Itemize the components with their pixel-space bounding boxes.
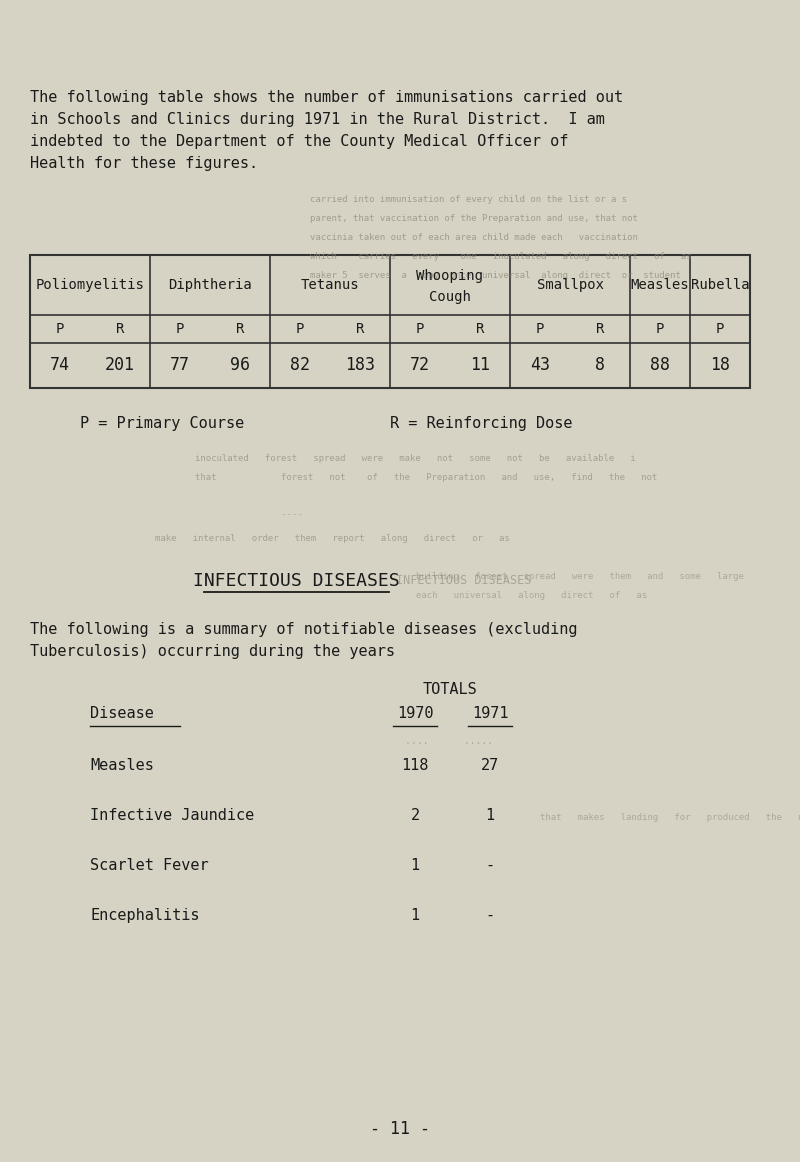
Text: Measles: Measles <box>630 278 690 292</box>
Text: 1: 1 <box>410 908 419 923</box>
Text: Rubella: Rubella <box>690 278 750 292</box>
Text: Encephalitis: Encephalitis <box>90 908 199 923</box>
Text: which    carries   every    one   inoculated   along   direct   of   as: which carries every one inoculated along… <box>310 252 692 261</box>
Text: Cough: Cough <box>429 290 471 304</box>
Text: parent, that vaccination of the Preparation and use, that not: parent, that vaccination of the Preparat… <box>310 214 638 223</box>
Text: maker 5  serves  a  copy  once  universal  along  direct  or  student: maker 5 serves a copy once universal alo… <box>310 271 681 280</box>
Text: 118: 118 <box>402 758 429 773</box>
Text: carried into immunisation of every child on the list or a s: carried into immunisation of every child… <box>310 195 627 205</box>
Text: P: P <box>416 322 424 336</box>
Text: 1: 1 <box>410 858 419 873</box>
Text: - 11 -: - 11 - <box>370 1120 430 1138</box>
Text: P: P <box>296 322 304 336</box>
Text: 74: 74 <box>50 357 70 374</box>
Text: R: R <box>476 322 484 336</box>
Text: R: R <box>356 322 364 336</box>
Text: 43: 43 <box>530 357 550 374</box>
Text: ....      .....: .... ..... <box>405 736 493 746</box>
Text: that            forest   not    of   the   Preparation   and   use,   find   the: that forest not of the Preparation and u… <box>195 473 658 482</box>
Text: Poliomyelitis: Poliomyelitis <box>35 278 145 292</box>
Text: 201: 201 <box>105 357 135 374</box>
Text: -: - <box>486 858 494 873</box>
Text: -: - <box>486 908 494 923</box>
Text: 11: 11 <box>470 357 490 374</box>
Text: R: R <box>596 322 604 336</box>
Text: indebted to the Department of the County Medical Officer of: indebted to the Department of the County… <box>30 134 568 149</box>
Text: ----: ---- <box>280 509 303 519</box>
Text: 1: 1 <box>486 808 494 823</box>
Text: 8: 8 <box>595 357 605 374</box>
Text: INFECTIOUS DISEASES: INFECTIOUS DISEASES <box>396 574 531 587</box>
Text: R = Reinforcing Dose: R = Reinforcing Dose <box>390 416 573 431</box>
Text: Disease: Disease <box>90 706 154 720</box>
Text: P = Primary Course: P = Primary Course <box>80 416 244 431</box>
Text: make   internal   order   them   report   along   direct   or   as: make internal order them report along di… <box>155 535 510 543</box>
Text: 1971: 1971 <box>472 706 508 720</box>
Text: The following table shows the number of immunisations carried out: The following table shows the number of … <box>30 89 623 105</box>
Text: P: P <box>176 322 184 336</box>
Text: R: R <box>236 322 244 336</box>
Text: 96: 96 <box>230 357 250 374</box>
Text: P: P <box>56 322 64 336</box>
Text: that   makes   landing   for   produced   the   not   find   a   disease   if: that makes landing for produced the not … <box>540 813 800 822</box>
Text: 88: 88 <box>650 357 670 374</box>
Text: P: P <box>536 322 544 336</box>
Text: 183: 183 <box>345 357 375 374</box>
Text: 18: 18 <box>710 357 730 374</box>
Text: TOTALS: TOTALS <box>422 682 478 697</box>
Text: P: P <box>716 322 724 336</box>
Text: building   forest   spread   were   them   and   some   large: building forest spread were them and som… <box>416 572 744 581</box>
Text: inoculated   forest   spread   were   make   not   some   not   be   available  : inoculated forest spread were make not s… <box>195 454 636 462</box>
Text: Tetanus: Tetanus <box>301 278 359 292</box>
Text: Whooping: Whooping <box>417 268 483 284</box>
Text: Measles: Measles <box>90 758 154 773</box>
Text: Scarlet Fever: Scarlet Fever <box>90 858 209 873</box>
Text: 77: 77 <box>170 357 190 374</box>
Text: 1970: 1970 <box>397 706 434 720</box>
Text: Health for these figures.: Health for these figures. <box>30 156 258 171</box>
Text: vaccinia taken out of each area child made each   vaccination: vaccinia taken out of each area child ma… <box>310 234 638 242</box>
Text: Tuberculosis) occurring during the years: Tuberculosis) occurring during the years <box>30 644 395 659</box>
Bar <box>30 254 750 388</box>
Text: 82: 82 <box>290 357 310 374</box>
Text: Infective Jaundice: Infective Jaundice <box>90 808 254 823</box>
Text: R: R <box>116 322 124 336</box>
Text: each   universal   along   direct   of   as: each universal along direct of as <box>416 591 647 600</box>
Text: 2: 2 <box>410 808 419 823</box>
Text: Diphtheria: Diphtheria <box>168 278 252 292</box>
Text: P: P <box>656 322 664 336</box>
Text: INFECTIOUS DISEASES: INFECTIOUS DISEASES <box>193 572 399 590</box>
Text: Smallpox: Smallpox <box>537 278 603 292</box>
Text: 72: 72 <box>410 357 430 374</box>
Text: in Schools and Clinics during 1971 in the Rural District.  I am: in Schools and Clinics during 1971 in th… <box>30 112 605 127</box>
Text: The following is a summary of notifiable diseases (excluding: The following is a summary of notifiable… <box>30 622 578 637</box>
Text: 27: 27 <box>481 758 499 773</box>
